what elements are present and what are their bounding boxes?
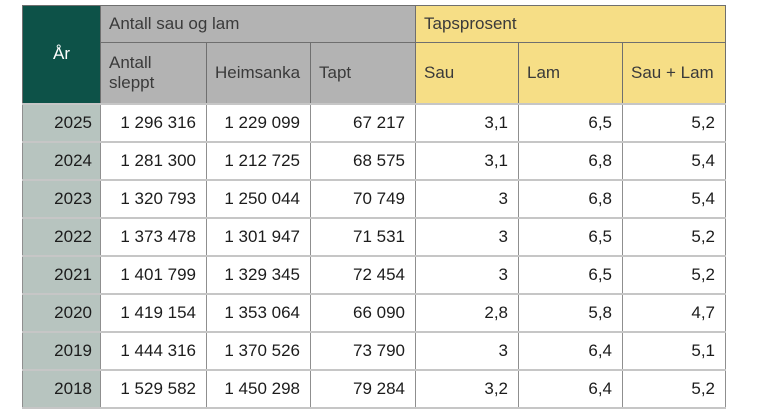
cell-tapt: 66 090 xyxy=(310,292,416,333)
cell-lam: 5,8 xyxy=(518,292,623,333)
cell-antall-sleppt: 1 320 793 xyxy=(100,178,207,219)
cell-heimsanka: 1 329 345 xyxy=(206,254,311,295)
cell-sau: 3 xyxy=(415,254,519,295)
cell-sau-lam: 5,2 xyxy=(622,216,726,257)
sheep-loss-statistics-table-wrap: År Antall sau og lam Tapsprosent Antall … xyxy=(22,5,726,409)
cell-antall-sleppt: 1 419 154 xyxy=(100,292,207,333)
cell-tapt: 70 749 xyxy=(310,178,416,219)
cell-sau-lam: 5,1 xyxy=(622,330,726,371)
table-row: 2023 1 320 793 1 250 044 70 749 3 6,8 5,… xyxy=(22,178,726,219)
cell-heimsanka: 1 301 947 xyxy=(206,216,311,257)
cell-sau-lam: 5,2 xyxy=(622,102,726,143)
cell-tapt: 68 575 xyxy=(310,140,416,181)
table-row: 2021 1 401 799 1 329 345 72 454 3 6,5 5,… xyxy=(22,254,726,295)
sheep-loss-statistics-table: År Antall sau og lam Tapsprosent Antall … xyxy=(22,5,726,409)
cell-sau: 3 xyxy=(415,216,519,257)
cell-antall-sleppt: 1 281 300 xyxy=(100,140,207,181)
cell-sau-lam: 5,4 xyxy=(622,140,726,181)
cell-sau-lam: 5,2 xyxy=(622,368,726,409)
col-header-sau-lam: Sau + Lam xyxy=(622,42,726,104)
col-header-antall-sleppt: Antall sleppt xyxy=(100,42,207,104)
table-row: 2024 1 281 300 1 212 725 68 575 3,1 6,8 … xyxy=(22,140,726,181)
cell-sau: 3 xyxy=(415,178,519,219)
cell-year: 2020 xyxy=(22,292,101,333)
cell-sau-lam: 4,7 xyxy=(622,292,726,333)
table-row: 2018 1 529 582 1 450 298 79 284 3,2 6,4 … xyxy=(22,368,726,409)
cell-year: 2019 xyxy=(22,330,101,371)
cell-sau: 3,2 xyxy=(415,368,519,409)
cell-year: 2021 xyxy=(22,254,101,295)
cell-lam: 6,4 xyxy=(518,368,623,409)
cell-tapt: 73 790 xyxy=(310,330,416,371)
table-row: 2019 1 444 316 1 370 526 73 790 3 6,4 5,… xyxy=(22,330,726,371)
cell-tapt: 67 217 xyxy=(310,102,416,143)
col-header-year: År xyxy=(22,5,101,104)
cell-year: 2018 xyxy=(22,368,101,409)
cell-heimsanka: 1 229 099 xyxy=(206,102,311,143)
cell-heimsanka: 1 353 064 xyxy=(206,292,311,333)
cell-year: 2025 xyxy=(22,102,101,143)
table-header: År Antall sau og lam Tapsprosent Antall … xyxy=(22,5,726,104)
col-header-lam: Lam xyxy=(518,42,623,104)
cell-lam: 6,5 xyxy=(518,102,623,143)
cell-year: 2022 xyxy=(22,216,101,257)
cell-antall-sleppt: 1 373 478 xyxy=(100,216,207,257)
cell-tapt: 72 454 xyxy=(310,254,416,295)
table-row: 2025 1 296 316 1 229 099 67 217 3,1 6,5 … xyxy=(22,102,726,143)
cell-sau: 3,1 xyxy=(415,102,519,143)
group-header-counts: Antall sau og lam xyxy=(100,5,416,43)
cell-antall-sleppt: 1 296 316 xyxy=(100,102,207,143)
cell-tapt: 71 531 xyxy=(310,216,416,257)
cell-year: 2024 xyxy=(22,140,101,181)
cell-heimsanka: 1 450 298 xyxy=(206,368,311,409)
cell-sau: 3,1 xyxy=(415,140,519,181)
cell-lam: 6,8 xyxy=(518,178,623,219)
table-body: 2025 1 296 316 1 229 099 67 217 3,1 6,5 … xyxy=(22,102,726,409)
cell-lam: 6,5 xyxy=(518,254,623,295)
cell-heimsanka: 1 250 044 xyxy=(206,178,311,219)
table-row: 2022 1 373 478 1 301 947 71 531 3 6,5 5,… xyxy=(22,216,726,257)
col-header-heimsanka: Heimsanka xyxy=(206,42,311,104)
col-header-tapt: Tapt xyxy=(310,42,416,104)
cell-sau: 2,8 xyxy=(415,292,519,333)
cell-lam: 6,4 xyxy=(518,330,623,371)
col-header-sau: Sau xyxy=(415,42,519,104)
cell-sau-lam: 5,2 xyxy=(622,254,726,295)
cell-lam: 6,8 xyxy=(518,140,623,181)
group-header-row: År Antall sau og lam Tapsprosent xyxy=(22,5,726,104)
cell-year: 2023 xyxy=(22,178,101,219)
group-header-loss-percent: Tapsprosent xyxy=(415,5,726,43)
cell-lam: 6,5 xyxy=(518,216,623,257)
cell-sau: 3 xyxy=(415,330,519,371)
cell-antall-sleppt: 1 529 582 xyxy=(100,368,207,409)
sub-header-row: Antall sleppt Heimsanka Tapt Sau Lam Sau… xyxy=(23,42,726,104)
cell-heimsanka: 1 370 526 xyxy=(206,330,311,371)
cell-sau-lam: 5,4 xyxy=(622,178,726,219)
cell-tapt: 79 284 xyxy=(310,368,416,409)
table-row: 2020 1 419 154 1 353 064 66 090 2,8 5,8 … xyxy=(22,292,726,333)
cell-antall-sleppt: 1 401 799 xyxy=(100,254,207,295)
cell-antall-sleppt: 1 444 316 xyxy=(100,330,207,371)
cell-heimsanka: 1 212 725 xyxy=(206,140,311,181)
